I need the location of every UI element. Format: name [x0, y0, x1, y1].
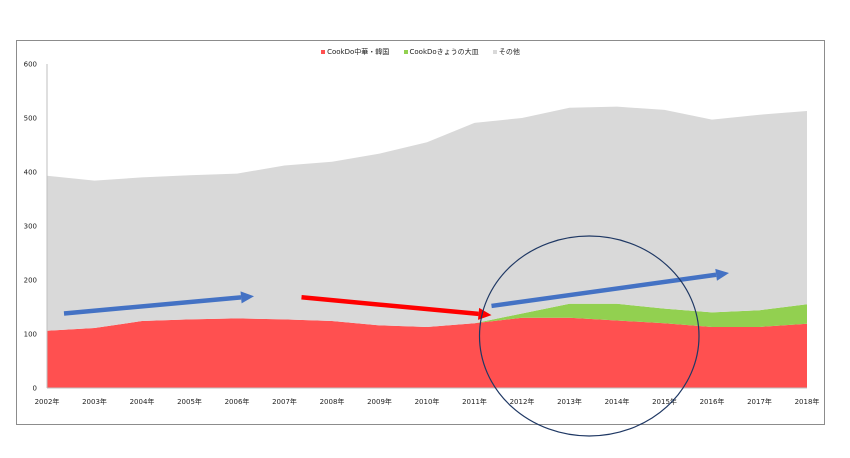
- x-tick-label: 2017年: [747, 397, 772, 406]
- x-tick-label: 2014年: [605, 397, 630, 406]
- legend-label-oozara: CookDoきょうの大皿: [409, 48, 479, 56]
- x-tick-label: 2018年: [795, 397, 820, 406]
- legend-item-chuka: CookDo中華・韓国: [321, 47, 389, 57]
- highlight-ellipse: [478, 235, 700, 437]
- trend-arrow-head-0: [240, 291, 254, 304]
- x-tick-label: 2015年: [652, 397, 677, 406]
- x-tick-label: 2008年: [320, 397, 345, 406]
- x-tick-label: 2013年: [557, 397, 582, 406]
- legend-label-chuka: CookDo中華・韓国: [327, 48, 390, 56]
- y-tick-label: 500: [24, 115, 37, 123]
- y-tick-label: 200: [24, 277, 37, 285]
- trend-arrow-shaft-0: [63, 295, 242, 316]
- area-series-1: [47, 303, 807, 331]
- legend-swatch-oozara: [403, 50, 408, 54]
- legend-label-other: その他: [498, 48, 520, 56]
- x-tick-label: 2010年: [415, 397, 440, 406]
- legend-swatch-chuka: [321, 50, 326, 54]
- chart-legend: CookDo中華・韓国 CookDoきょうの大皿 その他: [17, 47, 824, 57]
- x-tick-label: 2011年: [462, 397, 487, 406]
- x-tick-label: 2003年: [82, 397, 107, 406]
- x-tick-label: 2007年: [272, 397, 297, 406]
- x-tick-label: 2006年: [225, 397, 250, 406]
- x-tick-label: 2012年: [510, 397, 535, 406]
- trend-arrow-head-2: [715, 268, 729, 281]
- legend-item-oozara: CookDoきょうの大皿: [403, 47, 479, 57]
- x-tick-label: 2009年: [367, 397, 392, 406]
- y-tick-label: 400: [24, 169, 37, 177]
- trend-arrow-shaft-2: [491, 272, 717, 309]
- area-series-0: [47, 317, 807, 388]
- area-series-2: [47, 106, 807, 331]
- y-tick-label: 0: [33, 385, 37, 393]
- x-tick-label: 2005年: [177, 397, 202, 406]
- legend-swatch-other: [492, 50, 497, 54]
- legend-item-other: その他: [492, 47, 520, 57]
- y-tick-label: 100: [24, 331, 37, 339]
- x-tick-label: 2004年: [130, 397, 155, 406]
- y-tick-label: 300: [24, 223, 37, 231]
- x-tick-label: 2016年: [700, 397, 725, 406]
- trend-arrow-shaft-1: [301, 295, 479, 317]
- x-tick-label: 2002年: [35, 397, 60, 406]
- y-tick-label: 600: [24, 61, 37, 69]
